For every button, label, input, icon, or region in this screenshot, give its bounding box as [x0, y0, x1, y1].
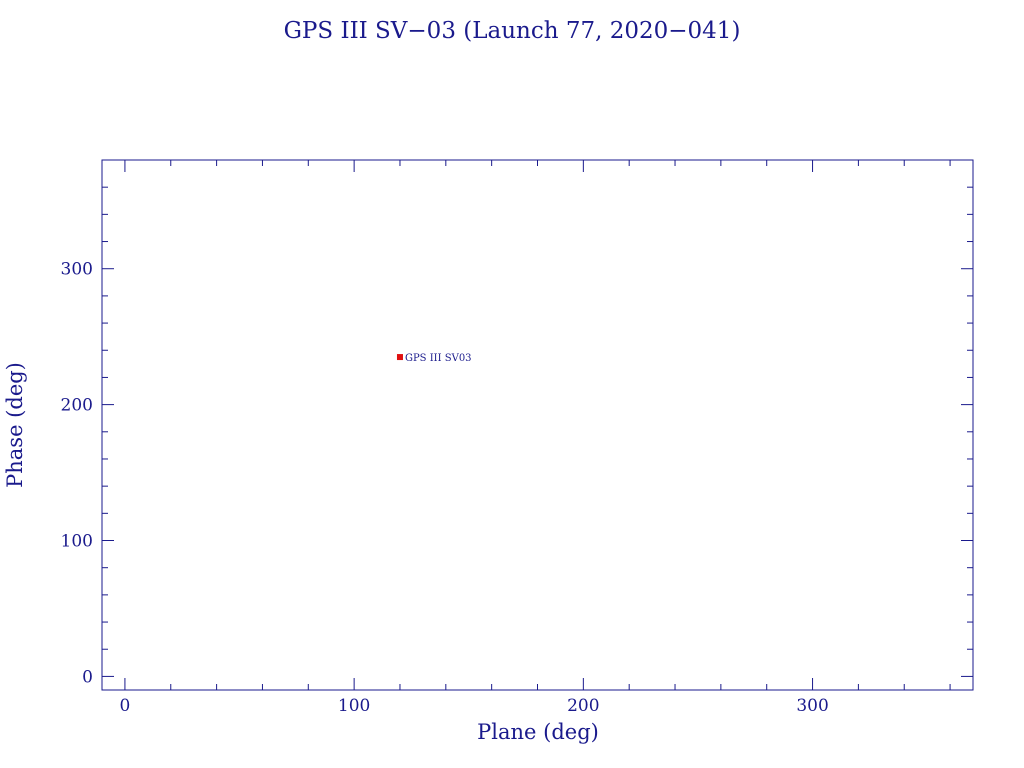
y-tick-label: 300 — [61, 260, 93, 280]
y-axis-label: Phase (deg) — [3, 362, 27, 488]
data-point-label: GPS III SV03 — [405, 353, 472, 364]
axis-tick-labels: 0 100 200 300 0 100 200 300 — [61, 260, 829, 716]
x-tick-label: 100 — [338, 696, 370, 716]
x-axis-label: Plane (deg) — [477, 720, 599, 744]
y-tick-label: 200 — [61, 396, 93, 416]
data-points: GPS III SV03 — [396, 353, 472, 364]
y-tick-label: 100 — [61, 532, 93, 552]
y-tick-label: 0 — [82, 667, 93, 687]
x-tick-label: 0 — [120, 696, 131, 716]
axis-ticks — [102, 159, 973, 690]
x-tick-label: 300 — [796, 696, 828, 716]
data-point-marker — [396, 354, 403, 361]
x-tick-label: 200 — [567, 696, 599, 716]
plot-area: 0 100 200 300 0 100 200 300 GPS III SV03 — [61, 159, 974, 716]
plot-frame — [101, 159, 974, 691]
chart-title: GPS III SV−03 (Launch 77, 2020−041) — [284, 18, 741, 44]
